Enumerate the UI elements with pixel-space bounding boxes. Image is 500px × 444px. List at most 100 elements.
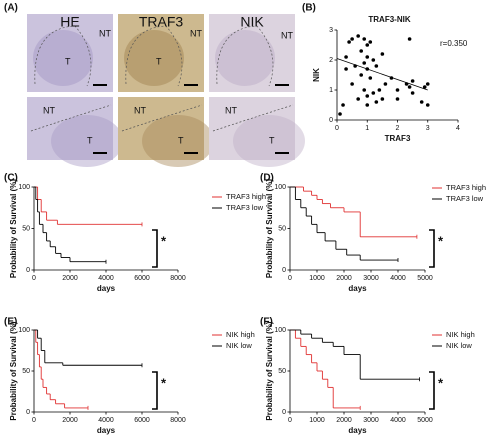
y-tick-label: 0	[26, 409, 30, 416]
x-tick-label: 5000	[417, 275, 433, 282]
y-tick-label: 2	[329, 57, 333, 64]
x-tick-label: 2000	[62, 417, 78, 424]
y-axis-label: Probability of Survival (%)	[265, 321, 274, 420]
significance-bracket	[152, 229, 158, 268]
significance-bracket	[152, 371, 158, 410]
panel-label: (F)	[260, 317, 273, 328]
x-axis-label: days	[97, 284, 116, 293]
y-tick-label: 100	[274, 327, 286, 334]
x-tick-label: 0	[32, 275, 36, 282]
histology-image	[209, 97, 295, 160]
y-tick-label: 100	[274, 184, 286, 191]
scatter-point	[365, 43, 370, 47]
x-tick-label: 8000	[170, 275, 186, 282]
legend-label: TRAF3 high	[446, 183, 486, 192]
x-tick-label: 1	[365, 125, 369, 132]
x-tick-label: 4	[456, 125, 460, 132]
y-axis-label: Probability of Survival (%)	[265, 179, 274, 278]
scatter-point	[371, 91, 376, 95]
annotation: *	[438, 375, 444, 390]
x-tick-label: 0	[288, 275, 292, 282]
y-axis-label: Probability of Survival (%)	[9, 179, 18, 278]
scatter-point	[356, 34, 360, 38]
scatter-point	[341, 103, 345, 107]
scatter-point	[425, 82, 430, 86]
legend-label: TRAF3 low	[446, 194, 484, 203]
scatter-point	[419, 100, 424, 104]
chart-title: TRAF3-NIK	[368, 15, 410, 24]
scatter-point	[362, 61, 367, 65]
region-label: NT	[134, 105, 146, 115]
x-tick-label: 2000	[336, 275, 352, 282]
column-header: HE	[60, 14, 79, 30]
y-tick-label: 0	[329, 117, 333, 124]
y-tick-label: 0	[26, 267, 30, 274]
scatter-point	[425, 103, 430, 107]
region-label: T	[87, 135, 93, 145]
region-label: NT	[43, 105, 55, 115]
histology-image	[27, 97, 113, 160]
scatter-point	[368, 40, 373, 44]
y-tick-label: 3	[329, 27, 333, 34]
scatter-point	[362, 37, 367, 41]
x-axis-label: days	[348, 284, 367, 293]
x-tick-label: 4000	[98, 275, 114, 282]
tumor-boundary	[34, 25, 92, 87]
legend-label: NIK high	[226, 330, 255, 339]
tissue-region	[215, 30, 275, 86]
region-label: NT	[99, 28, 111, 38]
scatter-point	[374, 64, 379, 68]
region-label: T	[65, 56, 71, 66]
tissue-region	[124, 30, 184, 86]
scatter-point	[380, 97, 385, 101]
panel-label: (E)	[4, 317, 17, 328]
scatter-point	[365, 55, 370, 59]
x-tick-label: 0	[288, 417, 292, 424]
y-tick-label: 50	[278, 225, 286, 232]
y-tick-label: 50	[278, 368, 286, 375]
scatter-point	[410, 91, 415, 95]
scatter-point	[371, 58, 376, 62]
scatter-point	[374, 100, 379, 104]
y-tick-label: 50	[22, 225, 30, 232]
x-tick-label: 4000	[390, 417, 406, 424]
tumor-boundary	[121, 104, 203, 132]
x-tick-label: 0	[335, 125, 339, 132]
scatter-point	[359, 49, 364, 53]
annotation: *	[161, 233, 167, 248]
tumor-boundary	[125, 25, 183, 87]
x-tick-label: 5000	[417, 417, 433, 424]
y-tick-label: 1	[329, 87, 333, 94]
legend-label: NIK low	[446, 341, 472, 350]
x-tick-label: 1000	[309, 275, 325, 282]
scatter-point	[395, 97, 400, 101]
scatter-point	[350, 82, 354, 86]
annotation: *	[161, 375, 167, 390]
significance-bracket	[429, 371, 435, 410]
region-label: NT	[281, 30, 293, 40]
tumor-boundary	[216, 25, 274, 87]
scatter-point	[338, 112, 342, 116]
panel-label: (D)	[260, 173, 274, 184]
scatter-point	[383, 82, 388, 86]
tumor-boundary	[212, 104, 294, 132]
x-tick-label: 0	[32, 417, 36, 424]
x-tick-label: 3000	[363, 275, 379, 282]
scatter-point	[368, 76, 373, 80]
scatter-point	[350, 37, 354, 41]
scatter-point	[407, 85, 412, 89]
legend-label: TRAF3 low	[226, 203, 264, 212]
y-tick-label: 0	[282, 409, 286, 416]
y-tick-label: 100	[18, 184, 30, 191]
legend-label: NIK low	[226, 341, 252, 350]
x-tick-label: 4000	[390, 275, 406, 282]
scatter-point	[362, 88, 367, 92]
legend-label: TRAF3 high	[226, 192, 266, 201]
annotation: r=0.350	[440, 39, 468, 48]
x-tick-label: 6000	[134, 275, 150, 282]
x-tick-label: 2000	[336, 417, 352, 424]
x-axis-label: days	[97, 426, 116, 435]
legend-label: NIK high	[446, 330, 475, 339]
y-axis-label: Probability of Survival (%)	[9, 321, 18, 420]
y-tick-label: 0	[282, 267, 286, 274]
